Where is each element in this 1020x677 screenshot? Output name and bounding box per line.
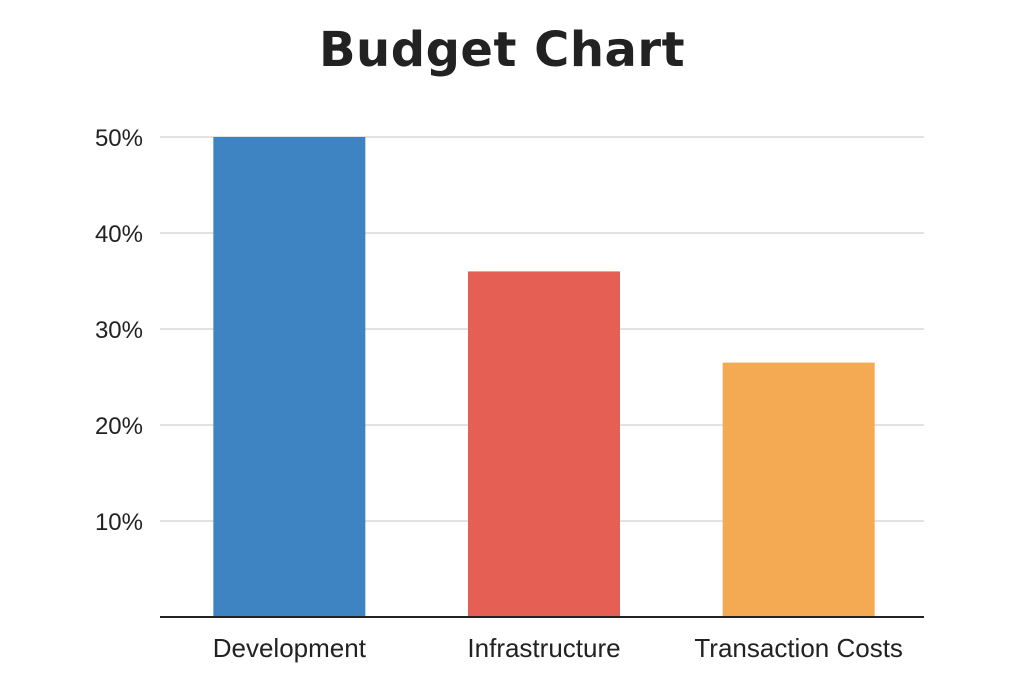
y-tick-label: 30% (95, 317, 143, 344)
x-category-label: Transaction Costs (694, 633, 903, 663)
bar-transaction-costs (722, 362, 875, 617)
y-tick-label: 50% (95, 125, 143, 152)
y-axis-ticks: 10% 20% 30% 40% 50% (95, 125, 143, 536)
bars (213, 137, 875, 617)
x-axis-categories: Development Infrastructure Transaction Cos… (213, 633, 903, 663)
y-tick-label: 40% (95, 221, 143, 248)
chart-title: Budget Chart (318, 22, 686, 78)
x-category-label: Infrastructure (467, 633, 620, 663)
y-tick-label: 20% (95, 413, 143, 440)
x-category-label: Development (213, 633, 367, 663)
y-tick-label: 10% (95, 509, 143, 536)
bar-infrastructure (468, 271, 620, 617)
bar-development (213, 137, 366, 617)
